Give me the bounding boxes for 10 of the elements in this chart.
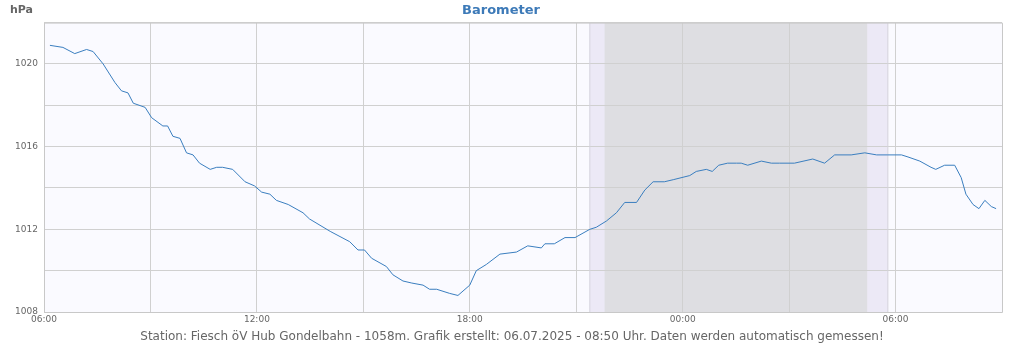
chart-title: Barometer — [462, 2, 541, 18]
y-tick-label: 1020 — [15, 58, 39, 69]
y-tick-label: 1012 — [15, 223, 38, 234]
y-tick-label: 1016 — [15, 140, 39, 151]
x-tick-label: 00:00 — [669, 313, 696, 324]
y-axis-title: hPa — [10, 2, 34, 16]
x-tick-label: 06:00 — [882, 313, 909, 324]
x-tick-label: 12:00 — [243, 313, 271, 324]
text: Station: Fiesch öV Hub Gondelbahn - 1058m. Grafik erstellt: 06.07.2025 - 08:50 Uhr. Daten werden automatisch gemessen! — [140, 329, 884, 344]
x-tick-label: 18:00 — [456, 313, 484, 324]
